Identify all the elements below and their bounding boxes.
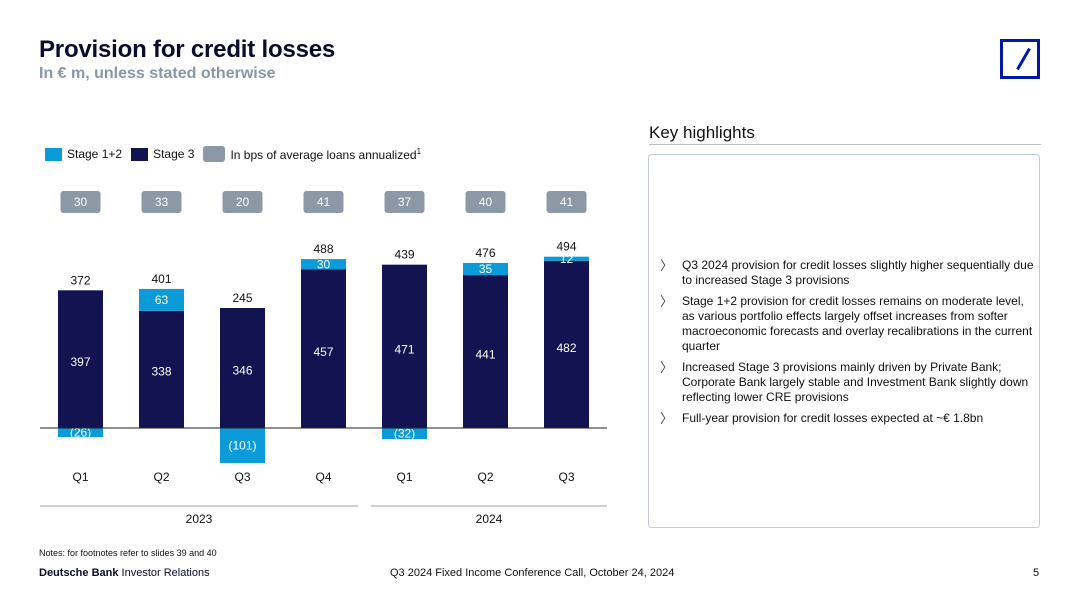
year-label: 2024 <box>476 512 503 526</box>
highlight-text: Full-year provision for credit losses ex… <box>682 411 984 425</box>
bar-label-stage12: 35 <box>479 262 493 276</box>
bar-label-stage3: 482 <box>556 341 576 355</box>
bullet-chevron-icon: 〉 <box>660 258 674 273</box>
bar-label-stage12: (26) <box>70 426 91 440</box>
legend-label-stage12: Stage 1+2 <box>67 147 123 161</box>
bps-label: 37 <box>398 195 412 209</box>
bullet-chevron-icon: 〉 <box>660 360 674 375</box>
bar-stage3 <box>382 264 427 428</box>
key-highlights-rule <box>649 144 1041 145</box>
page-subtitle: In € m, unless stated otherwise <box>39 65 276 82</box>
bar-stage3 <box>139 310 184 428</box>
legend-swatch-stage12 <box>45 147 62 161</box>
bar-total-label: 439 <box>394 248 414 262</box>
page-number: 5 <box>1033 567 1040 579</box>
x-tick-label: Q2 <box>153 470 169 484</box>
legend-swatch-bps <box>203 146 226 162</box>
bar-stage3 <box>463 275 508 428</box>
bar-stage12 <box>139 288 184 311</box>
bar-label-stage3: 346 <box>232 363 252 377</box>
logo-slash-icon <box>1016 47 1031 71</box>
footer-brand-name: Deutsche Bank <box>39 567 119 579</box>
page-title: Provision for credit losses <box>39 36 336 63</box>
bar-total-label: 372 <box>70 273 90 287</box>
bullet-chevron-icon: 〉 <box>660 411 674 426</box>
bps-label: 41 <box>560 195 574 209</box>
bps-box <box>546 191 587 213</box>
legend-label-stage3: Stage 3 <box>153 147 195 161</box>
key-highlights-list: 〉 Q3 2024 provision for credit losses sli… <box>660 258 1035 432</box>
bar-label-stage12: 30 <box>317 257 331 271</box>
bar-label-stage3: 457 <box>313 345 333 359</box>
bar-total-label: 401 <box>151 272 171 286</box>
year-label: 2023 <box>186 512 213 526</box>
bps-label: 30 <box>74 195 88 209</box>
x-tick-label: Q1 <box>396 470 412 484</box>
bar-total-label: 245 <box>232 291 252 305</box>
x-tick-label: Q1 <box>72 470 88 484</box>
legend-label-bps: In bps of average loans annualized1 <box>230 147 421 162</box>
x-tick-label: Q3 <box>558 470 574 484</box>
bps-label: 41 <box>317 195 331 209</box>
bar-total-label: 476 <box>475 246 495 260</box>
bar-label-stage12: 63 <box>155 293 169 307</box>
bps-label: 40 <box>479 195 493 209</box>
deutsche-bank-logo <box>1000 39 1040 79</box>
x-tick-label: Q3 <box>234 470 250 484</box>
footnote: Notes: for footnotes refer to slides 39 … <box>39 548 217 558</box>
highlight-item: 〉 Q3 2024 provision for credit losses sli… <box>660 258 1035 288</box>
bps-label: 33 <box>155 195 169 209</box>
bar-stage3 <box>58 290 103 428</box>
bar-stage3 <box>544 260 589 428</box>
bar-label-stage12: (101) <box>228 439 256 453</box>
bar-total-label: 494 <box>556 240 576 254</box>
legend-bps-footnote: 1 <box>416 146 422 156</box>
x-tick-label: Q4 <box>315 470 331 484</box>
key-highlights-title: Key highlights <box>649 123 755 142</box>
bar-label-stage3: 441 <box>475 348 495 362</box>
bar-stage12 <box>382 428 427 440</box>
footer-brand: Deutsche Bank Investor Relations <box>39 567 210 579</box>
legend-bps-text: In bps of average loans annualized <box>230 147 417 162</box>
highlight-text: Q3 2024 provision for credit losses slig… <box>682 258 1034 287</box>
highlight-text: Increased Stage 3 provisions mainly driv… <box>682 360 1029 404</box>
bar-label-stage12: (32) <box>394 427 415 441</box>
bps-box <box>384 191 425 213</box>
chart-legend: Stage 1+2 Stage 3 In bps of average loan… <box>45 146 430 162</box>
footer-event: Q3 2024 Fixed Income Conference Call, Oc… <box>390 567 675 579</box>
bps-box <box>60 191 101 213</box>
bar-stage12 <box>220 428 265 464</box>
x-tick-label: Q2 <box>477 470 493 484</box>
bps-box <box>465 191 506 213</box>
bar-stage12 <box>463 262 508 276</box>
legend-swatch-stage3 <box>131 147 149 161</box>
footer-brand-suffix: Investor Relations <box>118 567 210 579</box>
bar-stage12 <box>544 256 589 261</box>
bps-label: 20 <box>236 195 250 209</box>
highlight-item: 〉 Stage 1+2 provision for credit losses r… <box>660 294 1035 354</box>
bps-box <box>222 191 263 213</box>
bar-label-stage3: 471 <box>394 343 414 357</box>
highlight-item: 〉 Full-year provision for credit losses e… <box>660 411 1035 426</box>
bar-total-label: 488 <box>313 242 333 256</box>
bullet-chevron-icon: 〉 <box>660 294 674 309</box>
bar-label-stage3: 397 <box>70 355 90 369</box>
highlight-text: Stage 1+2 provision for credit losses re… <box>682 294 1033 353</box>
bar-stage3 <box>220 308 265 428</box>
bps-box <box>303 191 344 213</box>
highlight-item: 〉 Increased Stage 3 provisions mainly dri… <box>660 360 1035 405</box>
bar-stage3 <box>301 269 346 428</box>
bps-box <box>141 191 182 213</box>
bar-stage12 <box>58 428 103 438</box>
bar-label-stage12: 12 <box>560 252 574 266</box>
key-highlights-box <box>648 154 1040 528</box>
credit-loss-chart: 397 (26) 372 30 Q1 338 63 401 33 Q2 346 (101) 245 20 Q… <box>40 191 607 526</box>
bar-stage12 <box>301 259 346 270</box>
bar-label-stage3: 338 <box>151 365 171 379</box>
